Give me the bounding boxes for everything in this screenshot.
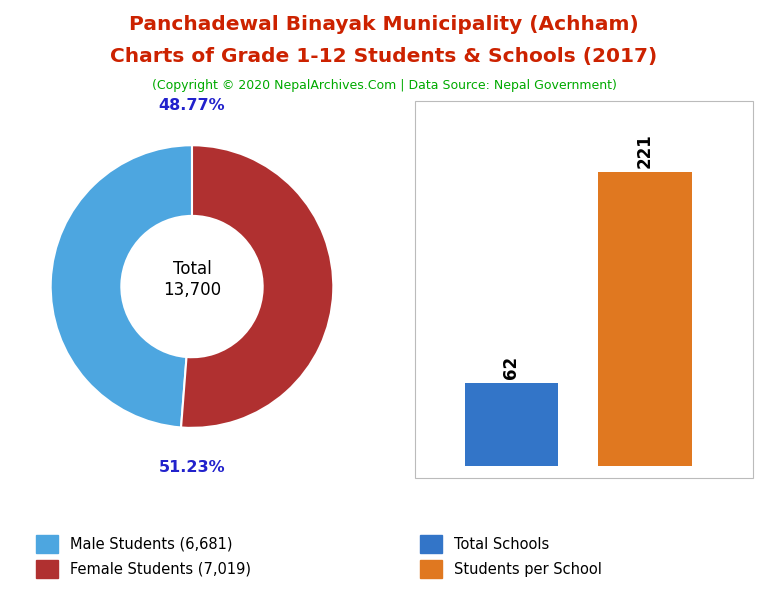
Wedge shape [181,145,333,428]
Legend: Total Schools, Students per School: Total Schools, Students per School [414,529,607,584]
Text: 221: 221 [636,134,654,168]
Text: Charts of Grade 1-12 Students & Schools (2017): Charts of Grade 1-12 Students & Schools … [111,47,657,66]
Wedge shape [51,145,192,427]
Text: (Copyright © 2020 NepalArchives.Com | Data Source: Nepal Government): (Copyright © 2020 NepalArchives.Com | Da… [151,79,617,92]
Bar [465,383,558,466]
Text: 62: 62 [502,356,521,380]
Text: 48.77%: 48.77% [159,98,225,113]
Bar [598,173,691,466]
Legend: Male Students (6,681), Female Students (7,019): Male Students (6,681), Female Students (… [30,529,257,584]
Text: 51.23%: 51.23% [159,460,225,475]
Text: Total
13,700: Total 13,700 [163,260,221,299]
Text: Panchadewal Binayak Municipality (Achham): Panchadewal Binayak Municipality (Achham… [129,15,639,34]
